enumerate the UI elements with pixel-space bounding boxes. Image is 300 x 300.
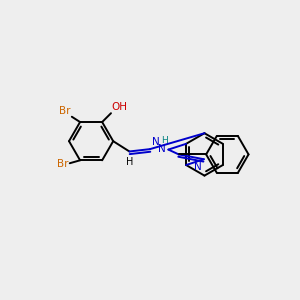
Text: Br: Br [59,106,70,116]
Text: OH: OH [112,102,128,112]
Text: N: N [194,162,202,172]
Text: Br: Br [57,159,68,169]
Text: N: N [152,137,160,147]
Text: H: H [161,136,168,146]
Text: H: H [126,157,133,167]
Text: N: N [158,144,166,154]
